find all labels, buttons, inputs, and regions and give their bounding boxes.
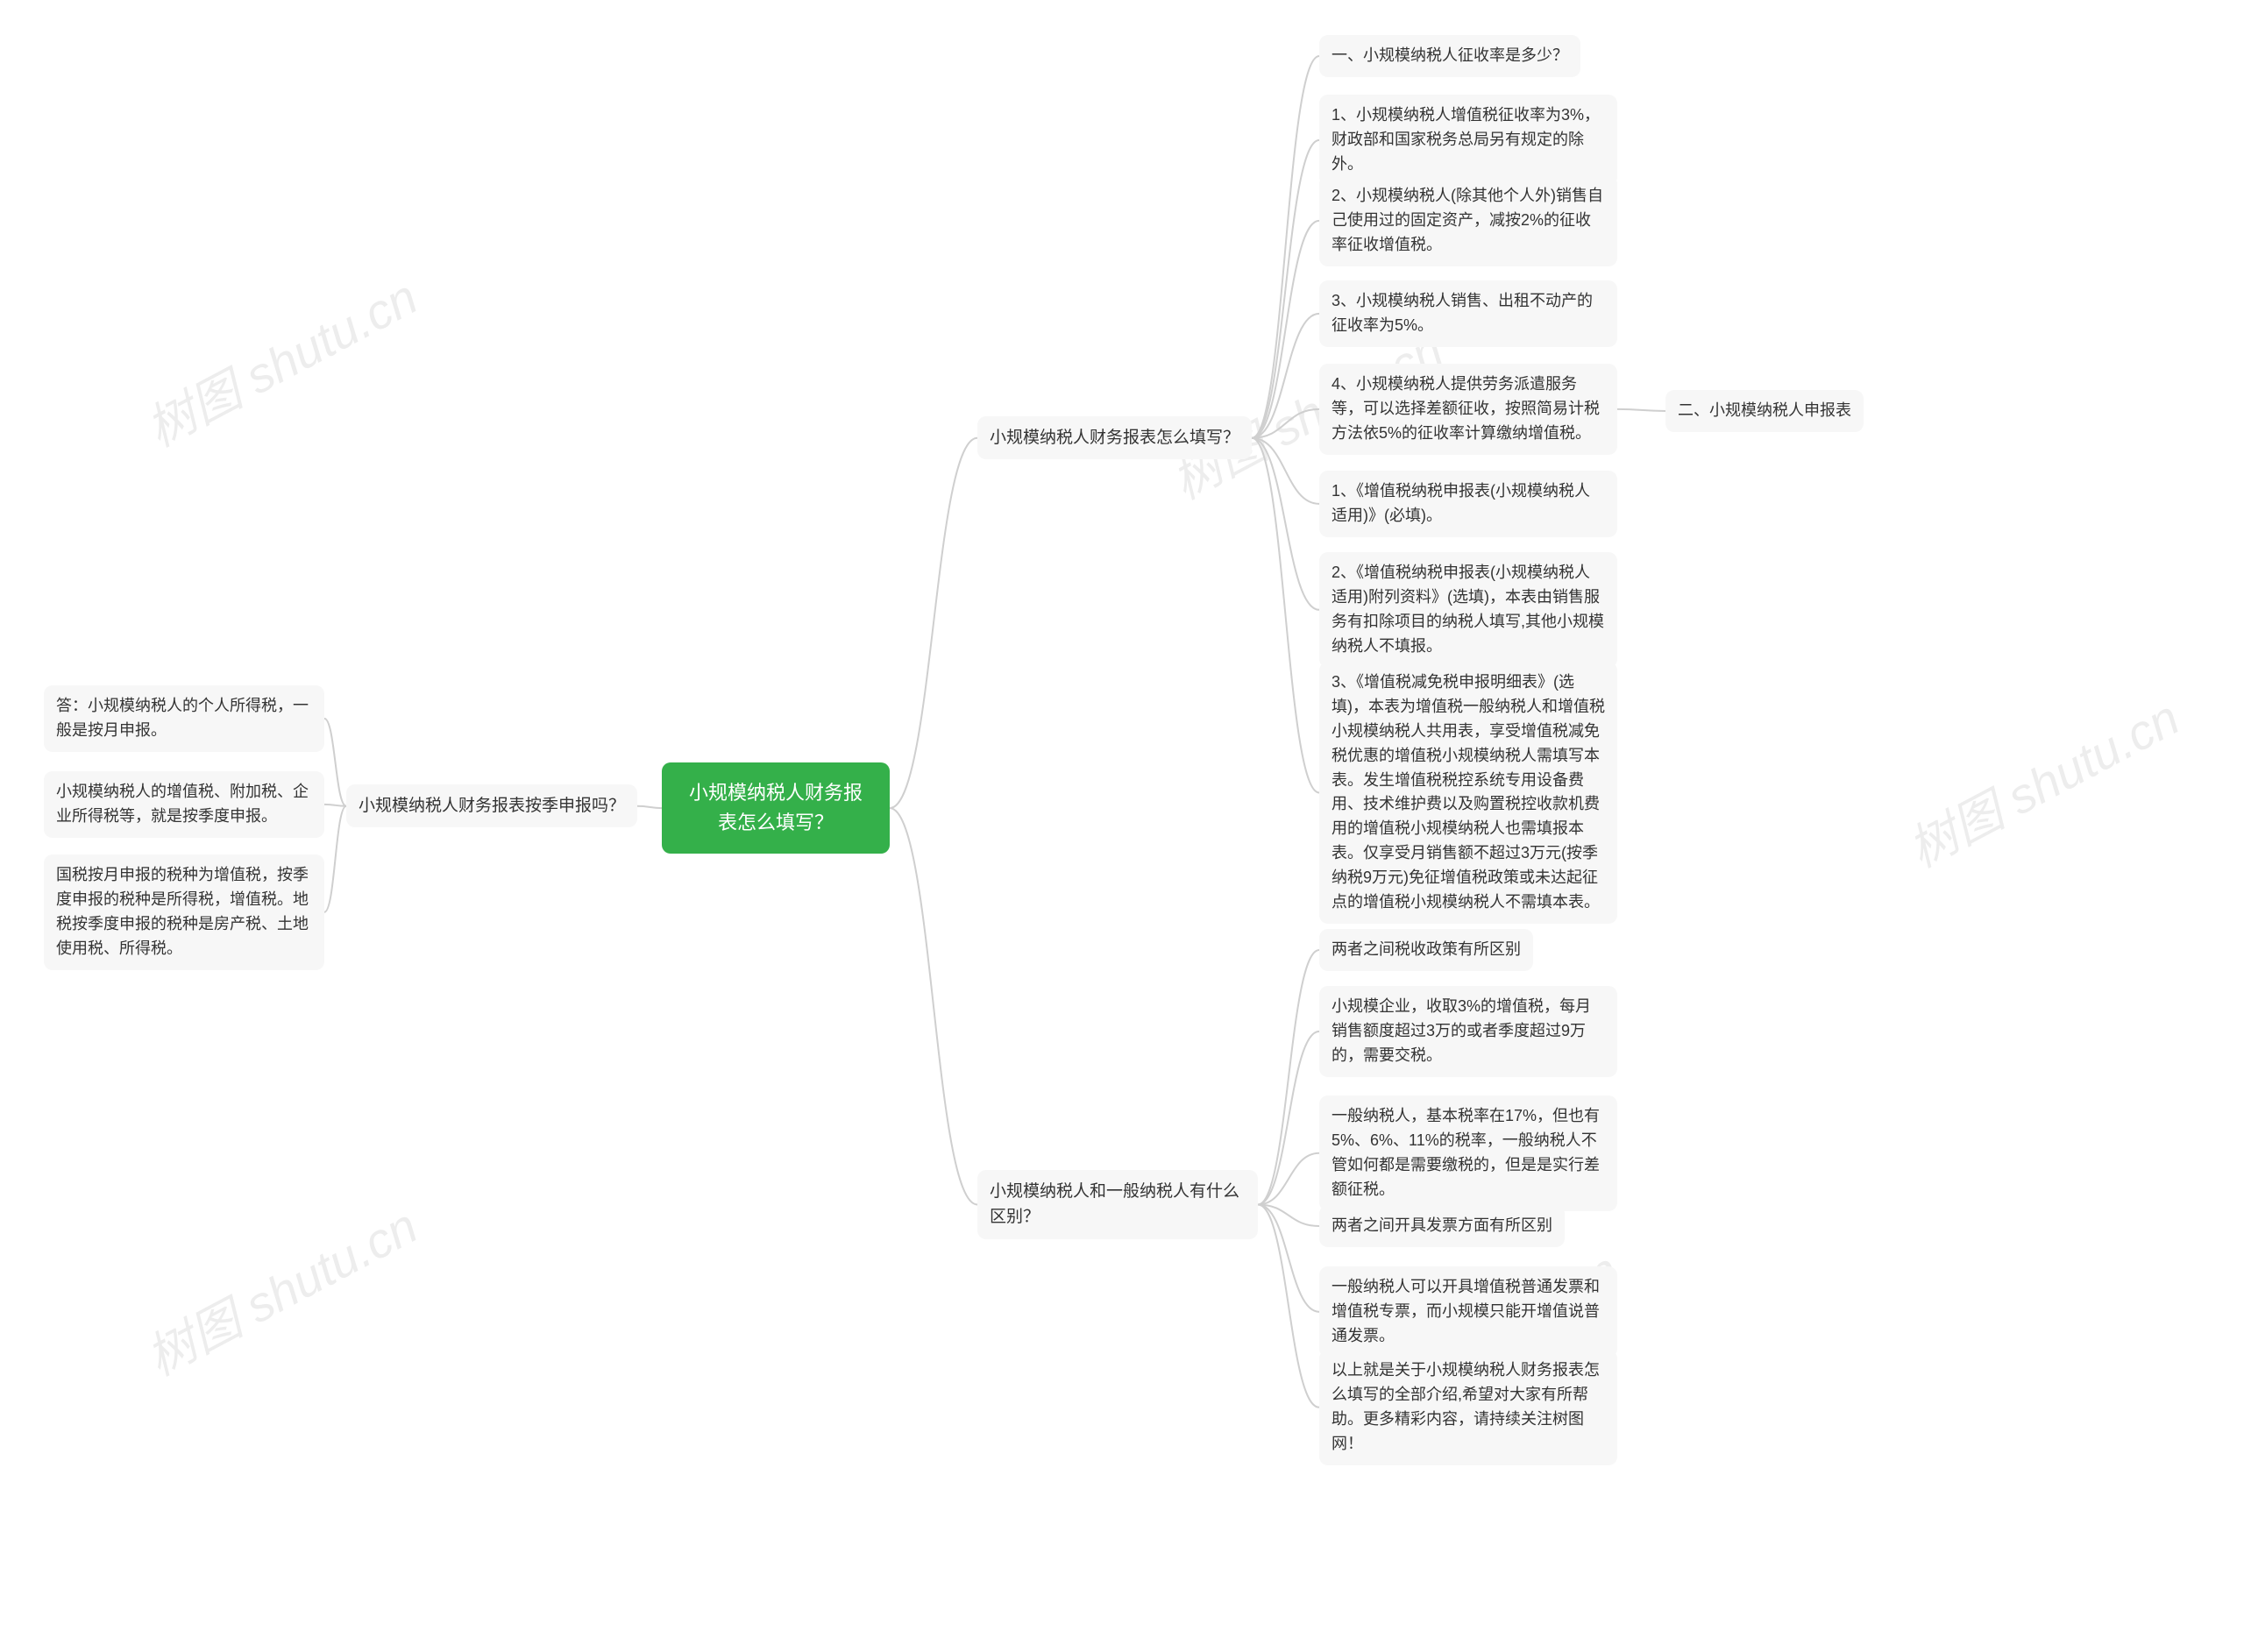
leaf-r1-3: 3、小规模纳税人销售、出租不动产的征收率为5%。 — [1319, 280, 1617, 347]
root-node[interactable]: 小规模纳税人财务报表怎么填写？ — [662, 762, 890, 854]
leaf-r1-extra: 二、小规模纳税人申报表 — [1665, 390, 1864, 432]
watermark: 树图 shutu.cn — [132, 1188, 429, 1390]
leaf-left-0: 答：小规模纳税人的个人所得税，一般是按月申报。 — [44, 685, 324, 752]
leaf-r2-4: 一般纳税人可以开具增值税普通发票和增值税专票，而小规模只能开增值说普通发票。 — [1319, 1266, 1617, 1358]
leaf-r2-0: 两者之间税收政策有所区别 — [1319, 929, 1533, 971]
leaf-r2-3: 两者之间开具发票方面有所区别 — [1319, 1205, 1565, 1247]
leaf-r1-1: 1、小规模纳税人增值税征收率为3%，财政部和国家税务总局另有规定的除外。 — [1319, 95, 1617, 186]
leaf-r2-1: 小规模企业，收取3%的增值税，每月销售额度超过3万的或者季度超过9万的，需要交税… — [1319, 986, 1617, 1077]
leaf-left-1: 小规模纳税人的增值税、附加税、企业所得税等，就是按季度申报。 — [44, 771, 324, 838]
leaf-r1-5: 1、《增值税纳税申报表(小规模纳税人适用)》(必填)。 — [1319, 471, 1617, 537]
watermark: 树图 shutu.cn — [1894, 679, 2191, 882]
watermark: 树图 shutu.cn — [132, 259, 429, 461]
leaf-r1-0: 一、小规模纳税人征收率是多少？ — [1319, 35, 1580, 77]
leaf-left-2: 国税按月申报的税种为增值税，按季度申报的税种是所得税，增值税。地税按季度申报的税… — [44, 854, 324, 970]
connectors — [0, 0, 2244, 1652]
leaf-r2-2: 一般纳税人，基本税率在17%，但也有5%、6%、11%的税率，一般纳税人不管如何… — [1319, 1095, 1617, 1211]
leaf-r1-2: 2、小规模纳税人(除其他个人外)销售自己使用过的固定资产，减按2%的征收率征收增… — [1319, 175, 1617, 266]
leaf-r1-7: 3、《增值税减免税申报明细表》(选填)，本表为增值税一般纳税人和增值税小规模纳税… — [1319, 662, 1617, 924]
branch-left[interactable]: 小规模纳税人财务报表按季申报吗？ — [346, 784, 637, 827]
leaf-r2-5: 以上就是关于小规模纳税人财务报表怎么填写的全部介绍,希望对大家有所帮助。更多精彩… — [1319, 1350, 1617, 1465]
leaf-r1-4: 4、小规模纳税人提供劳务派遣服务等，可以选择差额征收，按照简易计税方法依5%的征… — [1319, 364, 1617, 455]
branch-right-2[interactable]: 小规模纳税人和一般纳税人有什么区别？ — [977, 1170, 1258, 1239]
branch-right-1[interactable]: 小规模纳税人财务报表怎么填写？ — [977, 416, 1252, 459]
leaf-r1-6: 2、《增值税纳税申报表(小规模纳税人适用)附列资料》(选填)，本表由销售服务有扣… — [1319, 552, 1617, 668]
